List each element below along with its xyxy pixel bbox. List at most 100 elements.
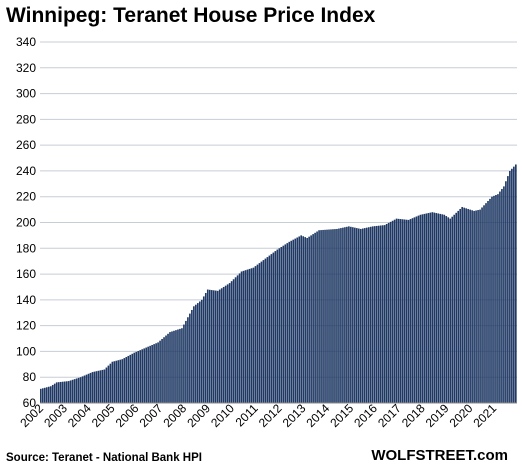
bar [447,217,450,403]
y-tick-label: 160 [16,267,36,281]
y-tick-label: 240 [16,164,36,178]
bar [332,229,334,403]
y-tick-label: 100 [16,344,36,358]
bar [322,229,324,403]
y-tick-label: 280 [16,112,36,126]
x-tick-label: 2015 [327,401,356,430]
bar [393,219,396,403]
bar [359,228,362,403]
bar [425,213,428,403]
y-tick-label: 140 [16,293,36,307]
bar [379,225,382,403]
bar [294,238,297,403]
bar [443,214,446,403]
bar [449,218,452,403]
bar [179,328,181,403]
bar [165,335,167,403]
bar [181,328,183,403]
bar [365,227,368,403]
bar [276,249,279,403]
bar [111,361,114,403]
x-tick-label: 2008 [160,401,189,430]
bar [87,373,90,403]
bar [350,226,352,403]
bar [127,355,130,403]
bar [121,359,124,403]
bar [445,216,448,403]
bar [461,207,463,403]
bar [202,296,205,403]
bar [105,367,108,403]
bar [228,283,231,403]
bar [159,340,161,403]
bar [191,309,193,403]
bar [371,226,374,403]
bar [61,381,64,403]
bar [93,371,96,403]
y-tick-label: 340 [16,35,36,49]
bar [173,330,175,403]
bar [334,229,336,403]
bar [433,212,436,403]
bar [326,229,328,403]
bar [131,353,134,403]
bar [344,227,346,403]
bar [197,303,199,403]
bar [377,225,380,403]
bar [141,349,143,403]
bar [373,226,376,403]
bar [300,235,302,403]
bar [338,228,340,403]
bar [43,387,46,403]
bar [91,372,94,403]
bar [230,281,233,403]
x-tick-label: 2013 [280,401,309,430]
y-tick-label: 320 [16,61,36,75]
y-tick-label: 180 [16,241,36,255]
bar [429,212,432,403]
bar [117,360,120,403]
bar [89,372,92,403]
bar [397,218,400,403]
bar [507,176,509,403]
bar [133,352,136,403]
bar [475,210,477,403]
bar [77,377,80,403]
bar [248,268,251,403]
bar [312,234,314,403]
bar [457,210,460,403]
bar [272,252,275,403]
bar [280,247,283,403]
bar [477,210,479,403]
bar [210,290,213,403]
bar [467,208,469,403]
bar [51,384,54,403]
bar [401,219,404,403]
bar [346,226,348,403]
bar [290,240,293,403]
bar [369,226,372,403]
bar [73,379,76,403]
bar [387,222,390,403]
x-tick-label: 2021 [471,401,500,430]
bar [214,290,217,403]
bar [314,232,316,403]
bar [222,286,225,403]
bar [473,210,475,403]
bar [395,218,398,403]
x-tick-label: 2009 [184,401,213,430]
bar [419,214,422,403]
bar [431,212,434,403]
bar [413,217,416,403]
bar [97,370,100,403]
bar [354,227,356,403]
bar [246,269,249,403]
bar [268,255,271,403]
bar [415,216,418,403]
bar [53,383,56,403]
source-note: Source: Teranet - National Bank HPI [6,452,202,464]
bar [153,344,155,403]
bar [511,168,513,403]
bar [423,213,426,403]
